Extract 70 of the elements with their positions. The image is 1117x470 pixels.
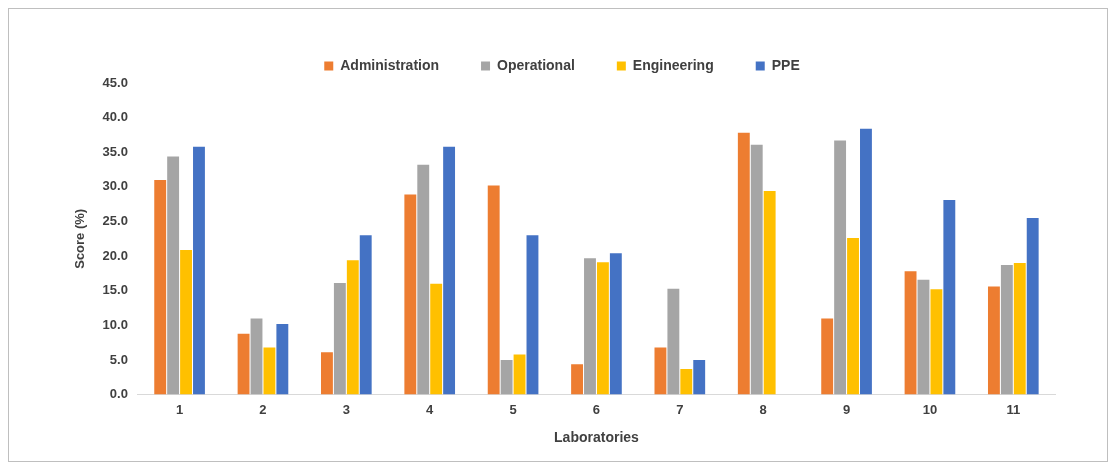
bar (526, 235, 539, 395)
bar (763, 191, 776, 395)
bar (500, 359, 513, 395)
bar (693, 359, 706, 395)
x-tick-label: 11 (1006, 401, 1021, 417)
bar (276, 323, 289, 395)
y-tick-label: 40.0 (102, 109, 128, 125)
y-tick-label: 0.0 (109, 386, 128, 402)
bar (167, 156, 180, 395)
bar (333, 283, 346, 395)
bar (917, 279, 930, 395)
bar (667, 288, 680, 395)
legend-label: Administration (340, 56, 440, 73)
x-tick-label: 10 (922, 401, 938, 417)
bar (750, 144, 763, 395)
bar (860, 128, 872, 395)
y-tick-label: 35.0 (102, 143, 128, 159)
x-axis-title: Laboratories (554, 429, 640, 446)
bar (513, 354, 526, 395)
x-tick-label: 7 (676, 401, 684, 417)
bar (487, 185, 500, 395)
x-tick-label: 5 (509, 401, 517, 417)
x-tick-label: 2 (259, 401, 267, 417)
bar (680, 368, 693, 395)
bar (571, 364, 584, 395)
legend-label: PPE (771, 56, 800, 73)
bar (193, 146, 205, 395)
bar (930, 289, 943, 395)
bar (263, 347, 276, 395)
bar (596, 262, 609, 395)
bar (237, 333, 250, 395)
bar (180, 249, 192, 395)
bar (1000, 265, 1013, 395)
bar (404, 194, 417, 395)
legend-label: Operational (497, 56, 575, 73)
y-tick-label: 20.0 (102, 247, 128, 263)
legend-label: Engineering (632, 56, 714, 73)
bar (321, 352, 333, 395)
bar (847, 238, 859, 395)
bar (443, 146, 456, 395)
y-tick-label: 5.0 (109, 351, 128, 367)
y-tick-label: 10.0 (102, 316, 128, 332)
bar (821, 318, 834, 395)
bar (987, 286, 1000, 395)
x-tick-label: 4 (426, 401, 435, 417)
x-tick-label: 3 (342, 401, 350, 417)
y-tick-label: 15.0 (102, 282, 128, 298)
bar (584, 258, 596, 395)
bar (346, 260, 359, 395)
x-tick-label: 1 (175, 401, 184, 417)
bar (609, 253, 622, 395)
bar (430, 283, 443, 395)
bar (417, 164, 430, 395)
bar (904, 271, 917, 395)
bar (154, 179, 167, 395)
x-tick-label: 6 (592, 401, 601, 417)
bar (834, 140, 847, 395)
bar (943, 200, 956, 395)
bar (250, 318, 263, 395)
y-tick-label: 30.0 (102, 178, 128, 194)
bar (1026, 218, 1039, 395)
x-tick-label: 9 (842, 401, 851, 417)
y-axis-title: Score (%) (72, 208, 88, 269)
bar (654, 347, 667, 395)
bar (359, 235, 372, 395)
y-tick-label: 25.0 (102, 213, 128, 229)
x-tick-label: 8 (759, 401, 767, 417)
y-tick-label: 45.0 (102, 74, 128, 90)
bar (737, 132, 750, 395)
bar (1013, 263, 1026, 395)
